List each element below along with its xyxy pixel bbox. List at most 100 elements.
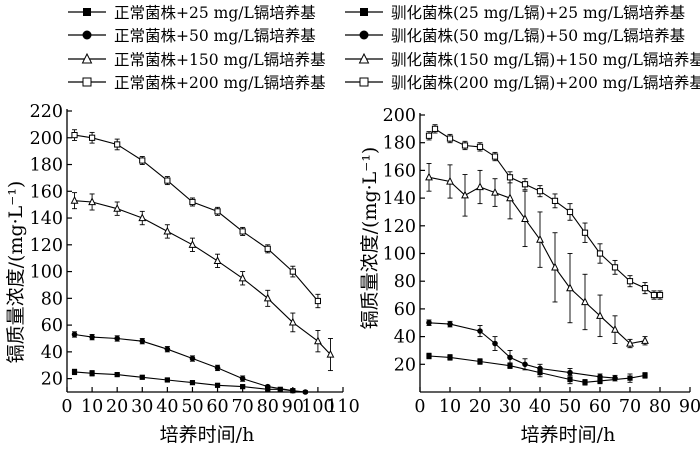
left-chart-x-axis-title: 培养时间/h	[160, 424, 255, 446]
data-point	[461, 190, 469, 199]
y-tick-label: 20	[394, 355, 416, 375]
x-tick-label: 10	[439, 397, 461, 417]
data-point	[650, 291, 658, 299]
data-point	[139, 338, 146, 344]
data-point	[476, 143, 484, 150]
data-point	[477, 328, 483, 334]
data-point	[139, 157, 146, 164]
y-tick-label: 80	[41, 289, 63, 309]
data-point	[164, 377, 170, 383]
y-tick-label: 120	[383, 217, 416, 237]
data-point	[114, 141, 121, 148]
y-tick-label: 40	[394, 328, 416, 348]
y-tick-label: 40	[41, 343, 63, 363]
data-point	[567, 369, 573, 376]
series	[71, 368, 296, 394]
series	[70, 192, 335, 372]
data-point	[446, 135, 454, 142]
data-point	[507, 363, 513, 369]
data-point	[426, 319, 432, 326]
data-point	[506, 193, 514, 202]
x-tick-label: 80	[257, 397, 279, 417]
data-point	[536, 188, 544, 195]
data-point	[491, 153, 499, 160]
data-point	[566, 208, 574, 216]
data-point	[627, 375, 633, 381]
legend-item: 正常菌株+50 mg/L镉培养基	[68, 27, 316, 45]
legend-marker-filled-square	[360, 8, 368, 16]
series	[71, 331, 309, 395]
y-tick-label: 160	[30, 182, 63, 202]
data-point	[189, 198, 196, 206]
right-chart: 培养时间/h 镉质量浓度/(mg·L⁻¹) 0 10 20 30 40 50 60 70 80 9…	[359, 106, 700, 446]
data-point	[447, 321, 453, 327]
data-point	[163, 226, 172, 235]
data-point	[611, 264, 619, 271]
y-tick-label: 200	[30, 129, 63, 149]
data-point	[302, 389, 309, 395]
data-point	[264, 245, 271, 252]
data-point	[522, 361, 528, 368]
legend-item: 驯化菌株(50 mg/L镉)+50 mg/L镉培养基	[345, 27, 685, 45]
data-point	[139, 374, 145, 380]
x-tick-label: 80	[649, 397, 671, 417]
data-point	[551, 197, 559, 204]
data-point	[491, 187, 499, 196]
data-point	[263, 293, 272, 302]
data-point	[477, 358, 483, 365]
data-point	[264, 383, 271, 390]
legend-item: 驯化菌株(150 mg/L镉)+150 mg/L镉培养基	[345, 51, 700, 69]
data-point	[641, 285, 649, 292]
data-point	[596, 311, 604, 319]
legend-label: 正常菌株+200 mg/L镉培养基	[114, 74, 326, 92]
data-point	[239, 228, 246, 235]
series	[426, 319, 618, 382]
x-tick-label: 10	[81, 397, 103, 417]
y-tick-label: 80	[394, 272, 416, 292]
data-point	[426, 353, 432, 359]
legend-marker-open-triangle	[358, 52, 370, 64]
data-point	[492, 340, 498, 347]
data-point	[425, 132, 433, 139]
data-point	[289, 268, 296, 275]
data-point	[189, 380, 196, 386]
data-point	[596, 250, 604, 257]
data-point	[288, 317, 297, 326]
data-point	[71, 369, 78, 375]
x-tick-label: 70	[619, 397, 641, 417]
legend-label: 正常菌株+150 mg/L镉培养基	[114, 51, 326, 69]
legend-label: 驯化菌株(200 mg/L镉)+200 mg/L镉培养基	[391, 74, 700, 92]
x-tick-label: 60	[206, 397, 228, 417]
legend-item: 驯化菌株(25 mg/L镉)+25 mg/L镉培养基	[345, 4, 685, 22]
y-tick-label: 180	[383, 134, 416, 154]
legend-label: 正常菌株+25 mg/L镉培养基	[114, 4, 316, 22]
data-point	[138, 213, 147, 222]
legend-label: 驯化菌株(50 mg/L镉)+50 mg/L镉培养基	[391, 27, 685, 45]
x-tick-label: 70	[231, 397, 253, 417]
legend-marker-open-triangle	[81, 52, 93, 64]
legend-item: 正常菌株+200 mg/L镉培养基	[68, 74, 326, 92]
data-point	[213, 256, 222, 264]
data-point	[537, 365, 543, 372]
y-tick-label: 220	[30, 102, 63, 122]
legend-marker-filled-square	[83, 8, 91, 16]
data-point	[461, 142, 469, 149]
data-point	[314, 336, 322, 345]
x-tick-label: 60	[589, 397, 611, 417]
data-point	[189, 355, 196, 362]
data-point	[214, 382, 221, 388]
data-point	[238, 273, 247, 282]
data-point	[114, 335, 120, 342]
data-point	[597, 378, 603, 384]
data-point	[626, 278, 634, 285]
data-point	[290, 387, 296, 394]
y-tick-label: 100	[30, 263, 63, 283]
y-tick-label: 160	[383, 161, 416, 181]
data-point	[431, 125, 439, 132]
data-point	[612, 375, 618, 381]
data-point	[425, 172, 433, 181]
y-tick-label: 60	[41, 316, 63, 336]
data-point	[581, 297, 589, 306]
legend-label: 正常菌株+50 mg/L镉培养基	[114, 27, 316, 45]
data-point	[506, 174, 514, 181]
